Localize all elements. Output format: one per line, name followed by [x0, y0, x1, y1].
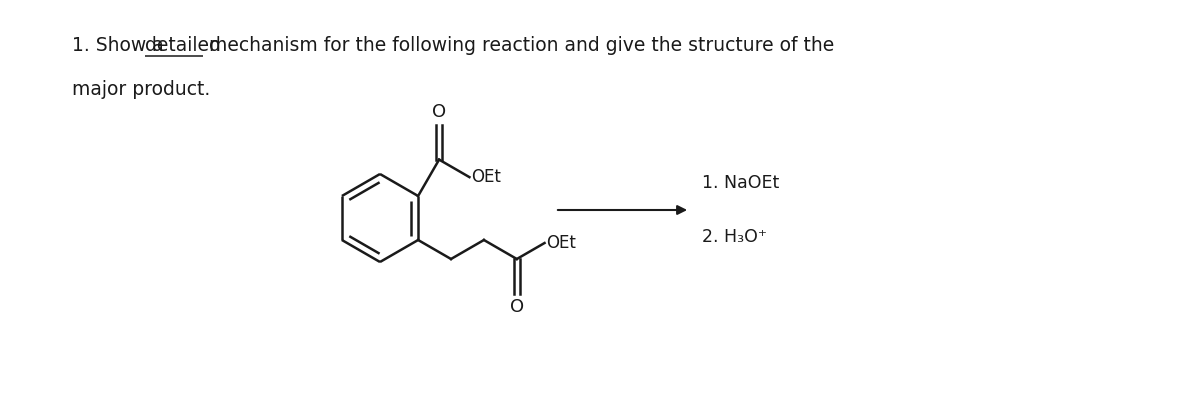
Text: OEt: OEt	[546, 234, 576, 252]
Text: 2. H₃O⁺: 2. H₃O⁺	[702, 228, 767, 246]
Text: O: O	[432, 103, 446, 121]
Text: mechanism for the following reaction and give the structure of the: mechanism for the following reaction and…	[203, 36, 835, 55]
Text: OEt: OEt	[472, 168, 502, 186]
Text: major product.: major product.	[72, 80, 210, 99]
Text: O: O	[510, 298, 524, 316]
Text: detailed: detailed	[145, 36, 221, 55]
Text: 1. Show a: 1. Show a	[72, 36, 169, 55]
Text: 1. NaOEt: 1. NaOEt	[702, 174, 779, 192]
